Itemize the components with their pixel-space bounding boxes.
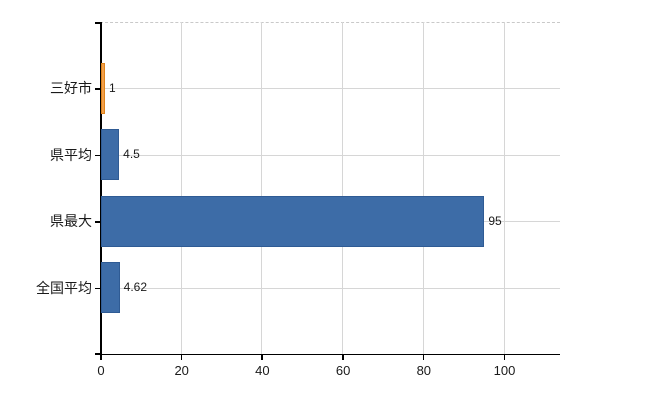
x-axis-tick-label: 0 [97, 363, 105, 378]
category-label: 県平均 [50, 146, 92, 163]
x-axis-tick [261, 354, 263, 360]
x-axis-tick [342, 354, 344, 360]
gridline-vertical [503, 22, 505, 354]
y-axis-tick [95, 353, 100, 355]
gridline-vertical [422, 22, 424, 354]
bar-value-label: 4.5 [123, 147, 140, 162]
y-axis-tick [95, 154, 100, 157]
gridline-horizontal [100, 287, 560, 289]
bar-value-label: 1 [109, 80, 116, 95]
x-axis-tick-label: 20 [174, 363, 189, 378]
bar [101, 62, 106, 114]
category-label: 全国平均 [36, 279, 92, 296]
category-label: 三好市 [50, 80, 92, 97]
y-axis-line [100, 22, 102, 355]
bar [101, 262, 120, 314]
y-axis-tick [95, 22, 100, 24]
gridline-vertical [261, 22, 263, 354]
x-axis-tick [503, 354, 505, 360]
gridline-vertical [342, 22, 344, 354]
bar-value-label: 95 [488, 213, 502, 228]
bar-value-label: 4.62 [123, 280, 147, 295]
gridline-horizontal [100, 88, 560, 90]
x-axis-line [100, 353, 560, 355]
x-axis-tick-label: 80 [416, 363, 432, 378]
bar [101, 195, 485, 247]
x-axis-tick-label: 60 [335, 363, 351, 378]
y-axis-tick [95, 88, 100, 90]
gridline-vertical [180, 22, 182, 354]
y-axis-tick [95, 221, 100, 223]
x-axis-tick [422, 354, 425, 360]
category-label: 県最大 [50, 213, 92, 230]
plot-top-border [100, 22, 560, 23]
x-axis-tick-label: 40 [255, 363, 270, 378]
x-axis-tick [100, 354, 102, 360]
bar [101, 129, 120, 181]
x-axis-tick-label: 100 [493, 363, 516, 378]
gridline-horizontal [100, 154, 560, 156]
y-axis-tick [95, 287, 100, 290]
x-axis-tick [180, 354, 183, 360]
